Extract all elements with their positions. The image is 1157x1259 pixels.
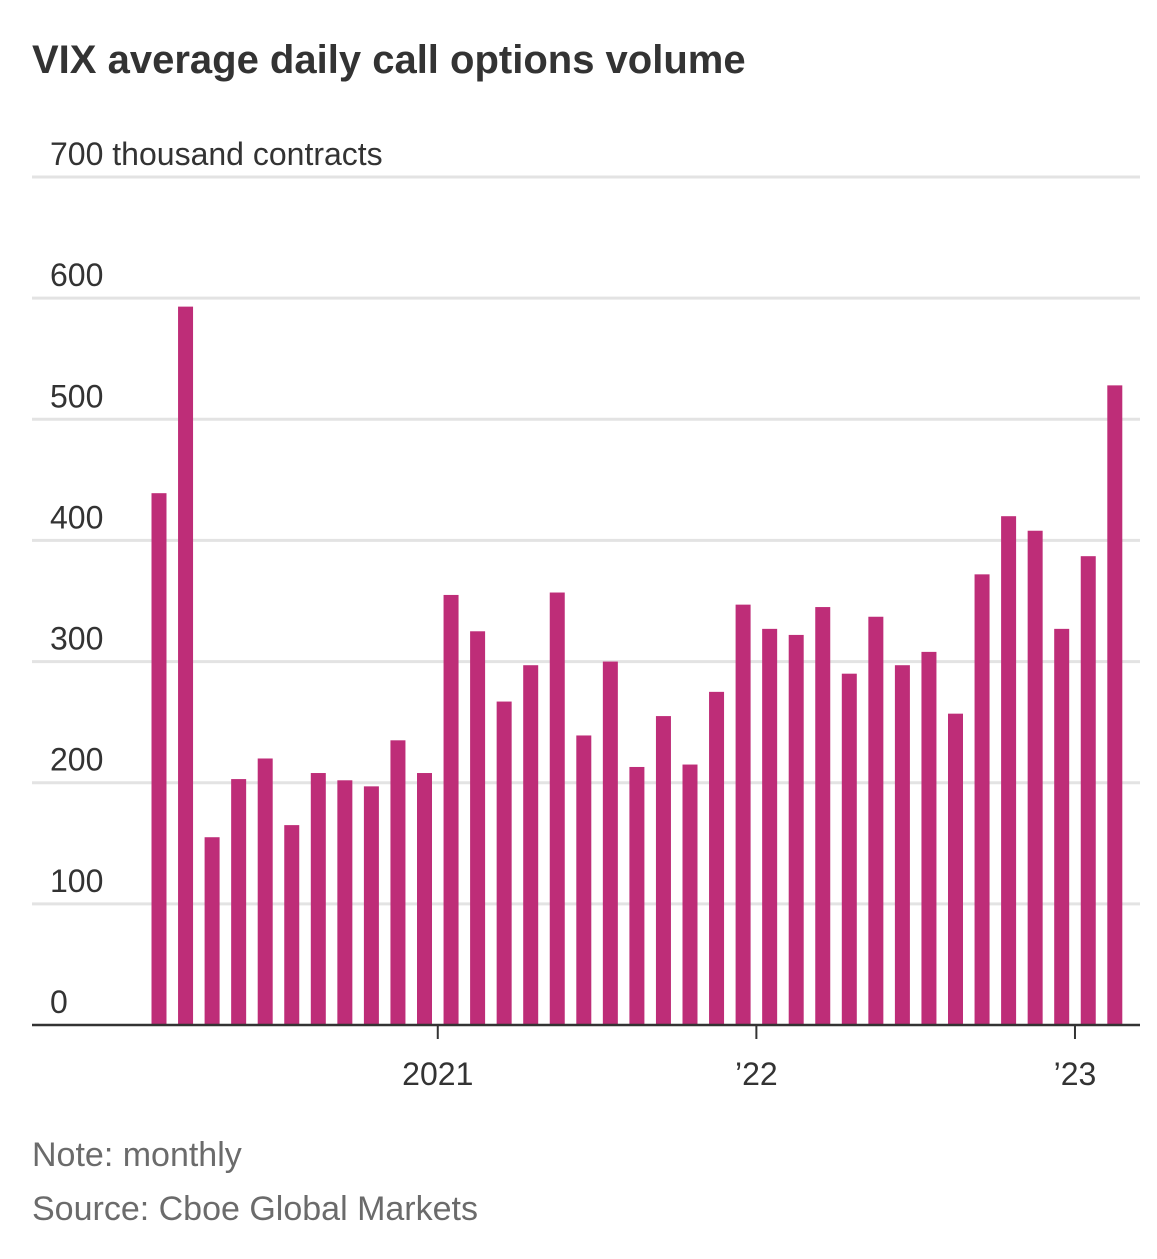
- bar: Jan 2022: 347: [735, 604, 751, 1025]
- bar: Nov 2022: 420: [1001, 516, 1017, 1025]
- bar: Oct 2021: 255: [655, 716, 671, 1025]
- bar: Oct 2020: 202: [337, 780, 353, 1025]
- bar: Aug 2021: 300: [602, 661, 618, 1025]
- bar: Dec 2021: 275: [709, 691, 725, 1025]
- y-tick-label: 200: [50, 742, 103, 778]
- y-tick-label: 0: [50, 984, 68, 1020]
- bar: Apr 2021: 267: [496, 701, 512, 1025]
- bar: Jul 2020: 220: [257, 758, 273, 1025]
- x-tick-label: ’22: [735, 1056, 778, 1092]
- bar: Mar 2023: 528: [1107, 385, 1123, 1025]
- bar: Mar 2022: 322: [788, 634, 804, 1025]
- bar: Jan 2023: 327: [1054, 628, 1070, 1025]
- x-axis: 2021 ’22 ’23: [32, 1023, 1140, 1092]
- bar: Feb 2023: 387: [1080, 556, 1096, 1025]
- bar: Aug 2022: 308: [921, 651, 937, 1025]
- bar: Jun 2022: 337: [868, 616, 884, 1025]
- chart-title: VIX average daily call options volume: [32, 38, 746, 82]
- y-tick-label: 100: [50, 863, 103, 899]
- y-tick-label: 400: [50, 499, 103, 535]
- bar: Sep 2020: 208: [310, 773, 326, 1025]
- bar: Jul 2021: 239: [576, 735, 592, 1025]
- y-tick-label: 300: [50, 621, 103, 657]
- bar: Dec 2020: 235: [390, 740, 406, 1025]
- y-tick-label: 500: [50, 378, 103, 414]
- bar: Oct 2022: 372: [974, 574, 990, 1025]
- y-tick-label: 700 thousand contracts: [50, 136, 383, 172]
- bar: Aug 2020: 165: [284, 825, 300, 1025]
- bar: Sep 2021: 213: [629, 766, 645, 1025]
- bar: May 2021: 297: [523, 665, 539, 1025]
- y-tick-label: 600: [50, 257, 103, 293]
- x-tick-label: ’23: [1054, 1056, 1097, 1092]
- bar: Feb 2021: 355: [443, 594, 459, 1025]
- bar: Apr 2020: 593: [178, 306, 194, 1025]
- bar: Jul 2022: 297: [894, 665, 910, 1025]
- bar: May 2020: 155: [204, 837, 220, 1025]
- bar: Feb 2022: 327: [762, 628, 778, 1025]
- bar: Nov 2020: 197: [363, 786, 379, 1025]
- bar: Jan 2021: 208: [417, 773, 432, 1025]
- bar: Jun 2020: 203: [231, 779, 247, 1025]
- x-tick-label: 2021: [402, 1056, 473, 1092]
- y-axis-tick-labels: 0 100 200 300 400 500 600 700 thousand contract…: [50, 136, 383, 1020]
- chart-source: Source: Cboe Global Markets: [32, 1190, 478, 1228]
- bar: May 2022: 290: [841, 673, 857, 1025]
- bar: Apr 2022: 345: [815, 607, 831, 1025]
- bar: Mar 2021: 325: [470, 631, 486, 1025]
- chart-note: Note: monthly: [32, 1136, 242, 1174]
- bar: Sep 2022: 257: [948, 713, 963, 1025]
- bar: Mar 2020: 439: [151, 493, 167, 1025]
- bars: Mar 2020: 439 Apr 2020: 593 May 2020: 155 J…: [151, 306, 1123, 1025]
- bar: Dec 2022: 408: [1027, 530, 1043, 1025]
- bar: Nov 2021: 215: [682, 764, 698, 1025]
- bar: Jun 2021: 357: [549, 592, 565, 1025]
